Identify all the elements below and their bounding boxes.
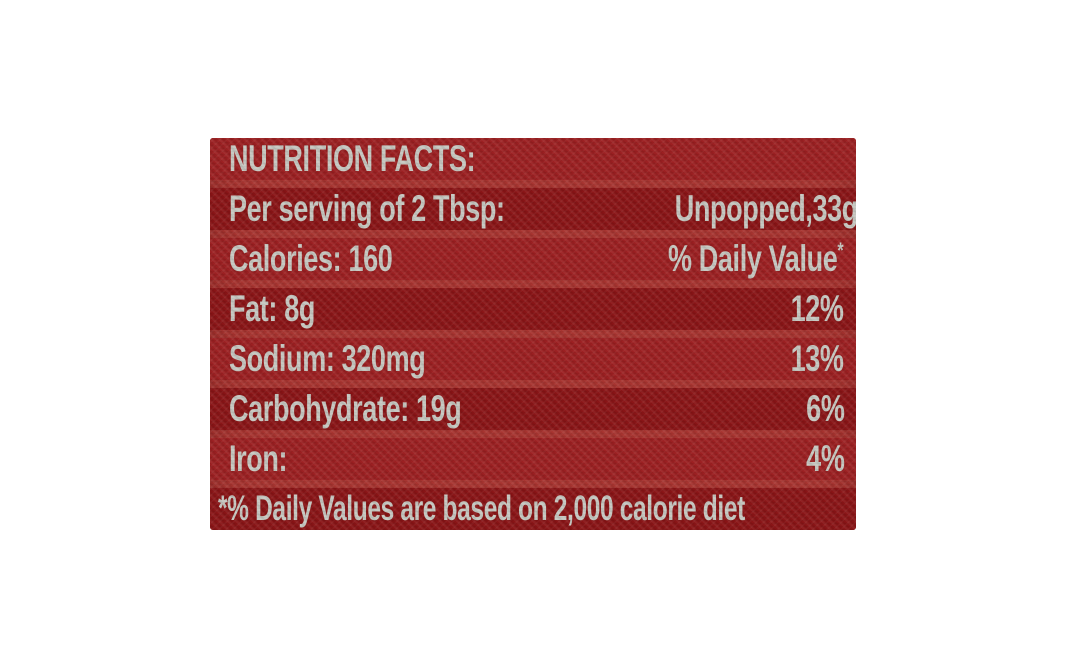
serving-row: Per serving of 2 Tbsp: Unpopped,33g [210, 188, 856, 230]
calories-row: Calories: 160 % Daily Value* [210, 238, 856, 280]
footnote-row: *% Daily Values are based on 2,000 calor… [210, 488, 856, 530]
nutrient-value: 4% [805, 438, 845, 479]
nutrient-row-sodium: Sodium: 320mg 13% [210, 338, 856, 380]
nutrition-label: NUTRITION FACTS: Per serving of 2 Tbsp: … [210, 138, 856, 530]
nutrient-value: 6% [805, 388, 845, 429]
label-title: NUTRITION FACTS: [229, 138, 476, 179]
title-row: NUTRITION FACTS: [210, 138, 856, 180]
nutrient-row-fat: Fat: 8g 12% [210, 288, 856, 330]
nutrient-name: Fat: 8g [229, 288, 315, 329]
footnote-text: *% Daily Values are based on 2,000 calor… [218, 489, 745, 528]
nutrient-name: Iron: [229, 438, 288, 479]
nutrient-value: 12% [791, 288, 844, 329]
nutrition-rows: NUTRITION FACTS: Per serving of 2 Tbsp: … [210, 138, 856, 530]
daily-value-header: % Daily Value* [668, 238, 844, 280]
nutrient-row-carbohydrate: Carbohydrate: 19g 6% [210, 388, 856, 430]
nutrient-name: Sodium: 320mg [229, 338, 426, 379]
serving-value: Unpopped,33g [674, 188, 856, 229]
serving-label: Per serving of 2 Tbsp: [229, 188, 505, 229]
nutrient-row-iron: Iron: 4% [210, 438, 856, 480]
daily-value-header-text: % Daily Value [668, 238, 838, 279]
daily-value-asterisk: * [837, 238, 844, 263]
nutrient-name: Carbohydrate: 19g [229, 388, 462, 429]
calories-label: Calories: 160 [229, 238, 393, 279]
nutrient-value: 13% [791, 338, 844, 379]
